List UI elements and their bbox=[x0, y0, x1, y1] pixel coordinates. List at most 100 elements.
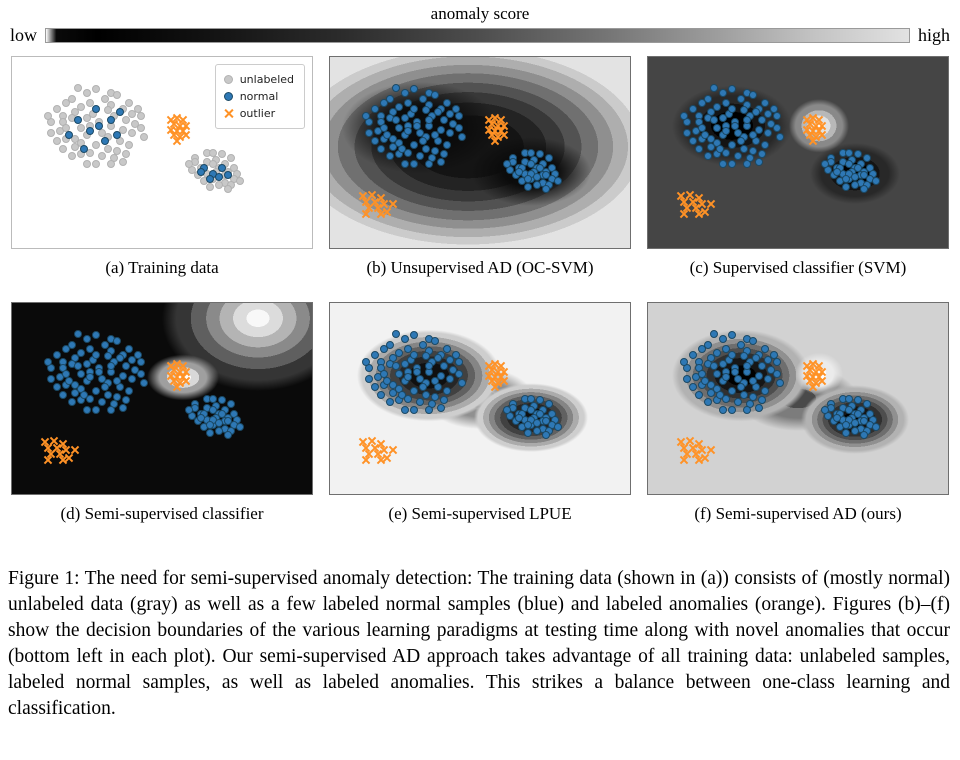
blue-dot-marker bbox=[215, 173, 223, 182]
blue-dot-marker bbox=[833, 167, 841, 176]
blue-dot-marker bbox=[56, 373, 64, 382]
legend-item-unlabeled: unlabeled bbox=[223, 71, 294, 88]
orange-x-marker bbox=[500, 377, 508, 385]
gray-dot-marker bbox=[68, 152, 76, 161]
blue-dot-marker bbox=[860, 184, 868, 193]
blue-dot-marker bbox=[83, 335, 91, 344]
blue-dot-marker bbox=[743, 405, 751, 414]
gray-dot-marker bbox=[104, 106, 112, 115]
blue-dot-marker bbox=[704, 95, 712, 104]
blue-dot-marker bbox=[707, 388, 715, 397]
orange-x-marker bbox=[362, 456, 370, 464]
blue-dot-marker bbox=[533, 426, 541, 435]
orange-x-marker bbox=[377, 210, 385, 218]
blue-dot-marker bbox=[533, 180, 541, 189]
blue-dot-marker bbox=[395, 369, 403, 378]
blue-dot-marker bbox=[455, 369, 463, 378]
orange-x-marker bbox=[377, 456, 385, 464]
blue-dot-marker bbox=[776, 379, 784, 388]
blue-dot-marker bbox=[425, 405, 433, 414]
blue-dot-marker bbox=[680, 358, 688, 367]
blue-dot-marker bbox=[380, 98, 388, 107]
blue-dot-marker bbox=[440, 150, 448, 159]
blue-dot-marker bbox=[752, 354, 760, 363]
blue-dot-marker bbox=[842, 421, 850, 430]
blue-dot-marker bbox=[737, 137, 745, 146]
blue-dot-marker bbox=[59, 390, 67, 399]
orange-x-marker bbox=[389, 200, 397, 208]
blue-dot-marker bbox=[371, 137, 379, 146]
blue-dot-marker bbox=[386, 152, 394, 161]
blue-dot-marker bbox=[53, 383, 61, 392]
blue-dot-marker bbox=[749, 91, 757, 100]
blue-dot-marker bbox=[440, 116, 448, 125]
orange-x-marker bbox=[182, 131, 190, 139]
blue-dot-marker bbox=[737, 341, 745, 350]
blue-dot-marker bbox=[722, 148, 730, 157]
panel-b-caption: (b) Unsupervised AD (OC-SVM) bbox=[366, 258, 594, 277]
gray-dot-marker bbox=[107, 159, 115, 168]
blue-dot-marker bbox=[365, 129, 373, 138]
panel-f: (f) Semi-supervised AD (ours) bbox=[647, 302, 949, 548]
gray-dot-marker bbox=[83, 159, 91, 168]
blue-dot-marker bbox=[227, 400, 235, 409]
blue-dot-marker bbox=[386, 398, 394, 407]
blue-dot-marker bbox=[410, 104, 418, 113]
blue-dot-marker bbox=[758, 396, 766, 405]
orange-x-marker bbox=[44, 456, 52, 464]
blue-dot-marker bbox=[854, 396, 862, 405]
blue-dot-marker bbox=[755, 125, 763, 134]
blue-dot-marker bbox=[728, 331, 736, 340]
blue-dot-marker bbox=[743, 116, 751, 125]
blue-dot-marker bbox=[758, 150, 766, 159]
legend-label-outlier: outlier bbox=[239, 107, 276, 120]
blue-dot-marker bbox=[83, 360, 91, 369]
blue-dot-marker bbox=[431, 131, 439, 140]
orange-x-marker bbox=[695, 456, 703, 464]
blue-dot-marker bbox=[524, 182, 532, 191]
legend-item-outlier: outlier bbox=[224, 105, 294, 122]
blue-dot-marker bbox=[842, 182, 850, 191]
gray-dot-marker bbox=[134, 104, 142, 113]
blue-dot-marker bbox=[842, 428, 850, 437]
blue-dot-marker bbox=[365, 375, 373, 384]
blue-dot-marker bbox=[713, 348, 721, 357]
gray-dot-marker bbox=[56, 127, 64, 136]
blue-dot-marker bbox=[113, 131, 121, 140]
panel-f-plot bbox=[647, 302, 949, 495]
gray-dot-marker bbox=[236, 177, 244, 186]
blue-dot-marker bbox=[749, 377, 757, 386]
blue-dot-marker bbox=[524, 428, 532, 437]
blue-dot-marker bbox=[713, 102, 721, 111]
blue-dot-marker bbox=[410, 331, 418, 340]
blue-dot-marker bbox=[731, 367, 739, 376]
blue-dot-marker bbox=[728, 140, 736, 149]
blue-dot-marker bbox=[749, 392, 757, 401]
orange-x-marker bbox=[182, 377, 190, 385]
blue-dot-marker bbox=[362, 112, 370, 121]
blue-dot-marker bbox=[404, 373, 412, 382]
orange-x-marker bbox=[173, 137, 181, 145]
blue-dot-marker bbox=[701, 377, 709, 386]
blue-dot-marker bbox=[455, 358, 463, 367]
blue-dot-marker bbox=[71, 388, 79, 397]
blue-dot-marker bbox=[107, 116, 115, 125]
blue-dot-marker bbox=[761, 386, 769, 395]
gray-dot-marker bbox=[104, 144, 112, 153]
blue-dot-marker bbox=[434, 354, 442, 363]
blue-dot-marker bbox=[185, 405, 193, 414]
gray-dot-marker bbox=[44, 112, 52, 121]
colorbar-high-label: high bbox=[917, 25, 950, 45]
orange-x-marker bbox=[818, 377, 826, 385]
blue-dot-marker bbox=[533, 173, 541, 182]
blue-dot-marker bbox=[863, 400, 871, 409]
orange-x-marker bbox=[491, 383, 499, 391]
blue-dot-marker bbox=[542, 184, 550, 193]
blue-dot-marker bbox=[719, 89, 727, 98]
orange-x-marker bbox=[500, 131, 508, 139]
unlabeled-dot-icon bbox=[223, 75, 233, 84]
blue-dot-marker bbox=[452, 350, 460, 359]
blue-dot-marker bbox=[380, 369, 388, 378]
blue-dot-marker bbox=[728, 350, 736, 359]
